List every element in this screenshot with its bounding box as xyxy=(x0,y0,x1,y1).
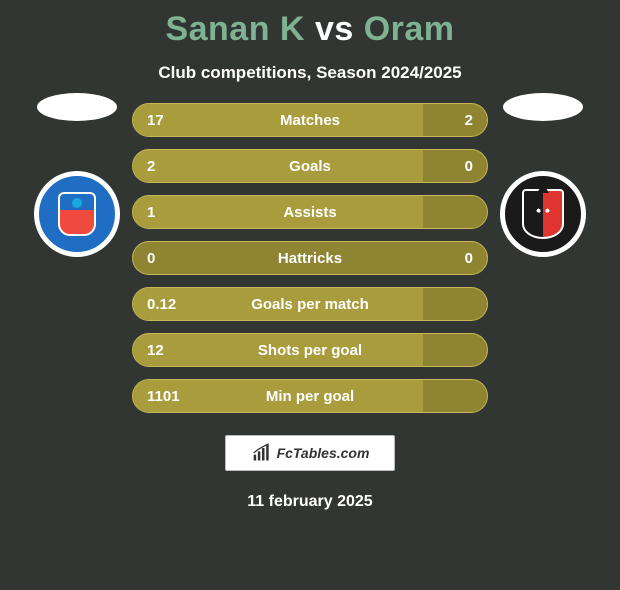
stat-label: Matches xyxy=(207,112,413,129)
player2-name: Oram xyxy=(364,10,455,48)
stat-label: Goals per match xyxy=(207,296,413,313)
player2-photo-placeholder xyxy=(503,93,583,121)
team1-badge-wrap xyxy=(34,171,120,257)
stat-label: Shots per goal xyxy=(207,342,413,359)
stat-label: Hattricks xyxy=(207,250,413,267)
stat-value-right: 2 xyxy=(413,112,473,129)
comparison-title: Sanan K vs Oram xyxy=(0,10,620,49)
stat-row: 0Hattricks0 xyxy=(132,241,488,275)
stat-row: 1101Min per goal xyxy=(132,379,488,413)
team1-badge-icon xyxy=(34,171,120,257)
brand-badge: FcTables.com xyxy=(225,435,395,471)
brand-text: FcTables.com xyxy=(277,445,370,461)
stats-list: 17Matches22Goals01Assists0Hattricks00.12… xyxy=(132,103,488,413)
left-side xyxy=(22,93,132,257)
stat-value-left: 0.12 xyxy=(147,296,207,313)
stat-row: 0.12Goals per match xyxy=(132,287,488,321)
stat-label: Goals xyxy=(207,158,413,175)
stat-value-left: 12 xyxy=(147,342,207,359)
stat-value-left: 2 xyxy=(147,158,207,175)
stat-row: 2Goals0 xyxy=(132,149,488,183)
stat-label: Min per goal xyxy=(207,388,413,405)
team2-badge-wrap xyxy=(500,171,586,257)
stat-row: 1Assists xyxy=(132,195,488,229)
stat-value-left: 0 xyxy=(147,250,207,267)
stat-value-left: 1 xyxy=(147,204,207,221)
stat-value-left: 17 xyxy=(147,112,207,129)
subtitle: Club competitions, Season 2024/2025 xyxy=(0,63,620,83)
player1-name: Sanan K xyxy=(165,10,305,48)
team2-badge-icon xyxy=(500,171,586,257)
stat-value-right: 0 xyxy=(413,158,473,175)
right-side xyxy=(488,93,598,257)
comparison-content: 17Matches22Goals01Assists0Hattricks00.12… xyxy=(0,103,620,413)
stat-value-right: 0 xyxy=(413,250,473,267)
stat-row: 17Matches2 xyxy=(132,103,488,137)
stat-row: 12Shots per goal xyxy=(132,333,488,367)
chart-icon xyxy=(251,443,273,463)
footer-date: 11 february 2025 xyxy=(0,493,620,511)
stat-value-left: 1101 xyxy=(147,388,207,405)
vs-text: vs xyxy=(315,10,354,48)
stat-label: Assists xyxy=(207,204,413,221)
player1-photo-placeholder xyxy=(37,93,117,121)
